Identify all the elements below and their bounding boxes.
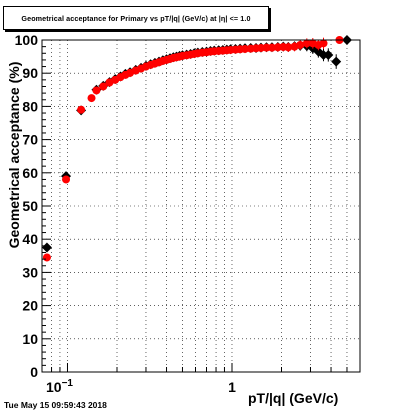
- data-point-circle: [62, 175, 71, 184]
- series-1: [42, 36, 344, 262]
- data-point-circle: [267, 43, 276, 52]
- data-point-diamond: [41, 242, 52, 253]
- y-tick-label: 60: [22, 165, 38, 181]
- y-tick-label: 50: [22, 198, 38, 214]
- data-point-circle: [92, 86, 101, 95]
- axes: 0 10 20 30 40 50 60 70 80 90 100 10−1 1: [15, 32, 361, 395]
- data-point-circle: [262, 43, 271, 52]
- datestamp: Tue May 15 09:59:43 2018: [4, 400, 107, 410]
- x-tick-label: 10−1: [46, 378, 73, 395]
- chart-title: Geometrical acceptance for Primary vs pT…: [21, 13, 251, 23]
- data-layer: [41, 35, 352, 262]
- data-point-circle: [319, 39, 328, 48]
- y-tick-label: 30: [22, 264, 38, 280]
- data-point-diamond: [323, 49, 334, 60]
- data-point-circle: [302, 39, 311, 48]
- data-point-circle: [99, 82, 108, 91]
- y-tick-label: 20: [22, 298, 38, 314]
- y-tick-label: 40: [22, 231, 38, 247]
- y-tick-label: 70: [22, 132, 38, 148]
- data-point-diamond: [331, 56, 342, 67]
- chart-title-box: Geometrical acceptance for Primary vs pT…: [3, 6, 269, 30]
- data-point-circle: [77, 105, 86, 114]
- plot-frame: [41, 39, 361, 373]
- data-point-circle: [241, 44, 250, 53]
- y-tick-label: 100: [15, 32, 39, 48]
- data-point-circle: [284, 43, 293, 52]
- x-axis-label: pT/|q| (GeV/c): [248, 390, 339, 406]
- grid: [41, 39, 361, 373]
- y-tick-label: 90: [22, 65, 38, 81]
- y-tick-label: 10: [22, 331, 38, 347]
- x-tick-label: 1: [228, 379, 236, 395]
- data-point-circle: [42, 253, 51, 262]
- series-0: [41, 35, 352, 253]
- data-point-circle: [296, 40, 305, 49]
- data-point-circle: [87, 94, 96, 103]
- y-axis-label: Geometrical acceptance (%): [6, 61, 22, 249]
- y-tick-label: 0: [30, 364, 38, 380]
- y-tick-label: 80: [22, 98, 38, 114]
